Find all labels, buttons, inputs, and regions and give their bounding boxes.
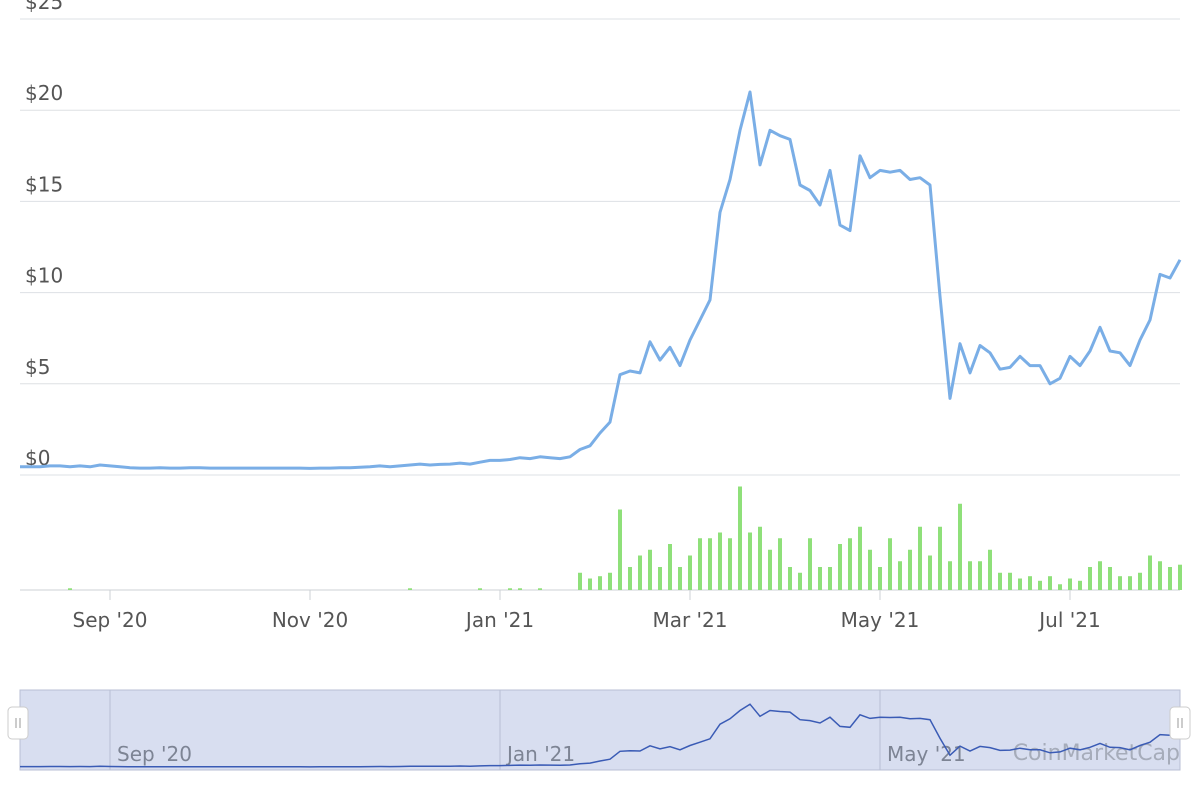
volume-bar bbox=[588, 578, 592, 590]
navigator-label: Sep '20 bbox=[117, 742, 192, 766]
volume-bar bbox=[1038, 580, 1042, 590]
handle-body bbox=[1169, 706, 1191, 740]
volume-bar bbox=[478, 588, 482, 590]
volume-bar bbox=[698, 538, 702, 590]
volume-bar bbox=[748, 532, 752, 590]
y-tick-label: $20 bbox=[25, 81, 63, 105]
y-tick-label: $15 bbox=[25, 172, 63, 196]
volume-bar bbox=[798, 572, 802, 590]
volume-bar bbox=[988, 549, 992, 590]
volume-bar bbox=[718, 532, 722, 590]
volume-bar bbox=[508, 588, 512, 590]
volume-bar bbox=[658, 567, 662, 590]
navigator-label: Jan '21 bbox=[505, 742, 575, 766]
volume-bar bbox=[628, 567, 632, 590]
volume-bar bbox=[608, 572, 612, 590]
volume-bar bbox=[618, 509, 622, 590]
volume-bar bbox=[1098, 561, 1102, 590]
volume-bar bbox=[1048, 576, 1052, 590]
x-tick-label: Jan '21 bbox=[464, 608, 534, 632]
y-tick-label: $25 bbox=[25, 0, 63, 14]
x-tick-label: May '21 bbox=[841, 608, 920, 632]
volume-bar bbox=[928, 555, 932, 590]
volume-bar bbox=[838, 544, 842, 590]
volume-bar bbox=[678, 567, 682, 590]
handle-body bbox=[7, 706, 29, 740]
volume-bar bbox=[518, 588, 522, 590]
volume-bar bbox=[768, 549, 772, 590]
volume-bar bbox=[1158, 561, 1162, 590]
x-tick-label: Mar '21 bbox=[652, 608, 727, 632]
volume-bar bbox=[968, 561, 972, 590]
x-tick-label: Sep '20 bbox=[73, 608, 148, 632]
volume-bar bbox=[1088, 567, 1092, 590]
volume-bar bbox=[1008, 572, 1012, 590]
volume-bar bbox=[738, 486, 742, 590]
volume-bar bbox=[1018, 578, 1022, 590]
volume-bar bbox=[648, 549, 652, 590]
volume-bar bbox=[598, 576, 602, 590]
volume-bar bbox=[938, 526, 942, 590]
volume-bar bbox=[888, 538, 892, 590]
x-tick-label: Jul '21 bbox=[1037, 608, 1100, 632]
navigator-handle[interactable] bbox=[7, 706, 29, 740]
volume-bar bbox=[1058, 584, 1062, 590]
volume-bar bbox=[778, 538, 782, 590]
volume-bar bbox=[898, 561, 902, 590]
navigator-handle[interactable] bbox=[1169, 706, 1191, 740]
volume-bar bbox=[1108, 567, 1112, 590]
navigator-label: May '21 bbox=[887, 742, 966, 766]
volume-bar bbox=[1118, 576, 1122, 590]
volume-bar bbox=[918, 526, 922, 590]
volume-bar bbox=[408, 588, 412, 590]
volume-bar bbox=[908, 549, 912, 590]
navigator[interactable] bbox=[19, 689, 1181, 771]
volume-bar bbox=[858, 526, 862, 590]
price-line bbox=[20, 90, 1182, 470]
volume-bar bbox=[638, 555, 642, 590]
volume-bar bbox=[68, 588, 72, 590]
volume-bar bbox=[1138, 572, 1142, 590]
volume-bar bbox=[1078, 580, 1082, 590]
volume-bar bbox=[688, 555, 692, 590]
volume-bar bbox=[998, 572, 1002, 590]
y-tick-label: $5 bbox=[25, 355, 50, 379]
volume-bar bbox=[958, 503, 962, 590]
volume-bar bbox=[848, 538, 852, 590]
volume-bar bbox=[818, 567, 822, 590]
volume-bar bbox=[668, 544, 672, 590]
volume-bar bbox=[708, 538, 712, 590]
y-tick-label: $10 bbox=[25, 264, 63, 288]
volume-bar bbox=[578, 572, 582, 590]
volume-bar bbox=[878, 567, 882, 590]
volume-bar bbox=[1148, 555, 1152, 590]
volume-bar bbox=[1168, 567, 1172, 590]
volume-bar bbox=[538, 588, 542, 590]
navigator-line bbox=[20, 703, 1181, 768]
volume-bar bbox=[1178, 564, 1182, 590]
volume-bar bbox=[948, 561, 952, 590]
volume-bar bbox=[728, 538, 732, 590]
volume-bar bbox=[758, 526, 762, 590]
volume-bar bbox=[978, 561, 982, 590]
volume-bar bbox=[1068, 578, 1072, 590]
x-tick-label: Nov '20 bbox=[272, 608, 348, 632]
volume-bar bbox=[868, 549, 872, 590]
volume-bar bbox=[1028, 576, 1032, 590]
volume-bar bbox=[788, 567, 792, 590]
volume-bar bbox=[808, 538, 812, 590]
volume-bar bbox=[1128, 576, 1132, 590]
volume-bar bbox=[828, 567, 832, 590]
